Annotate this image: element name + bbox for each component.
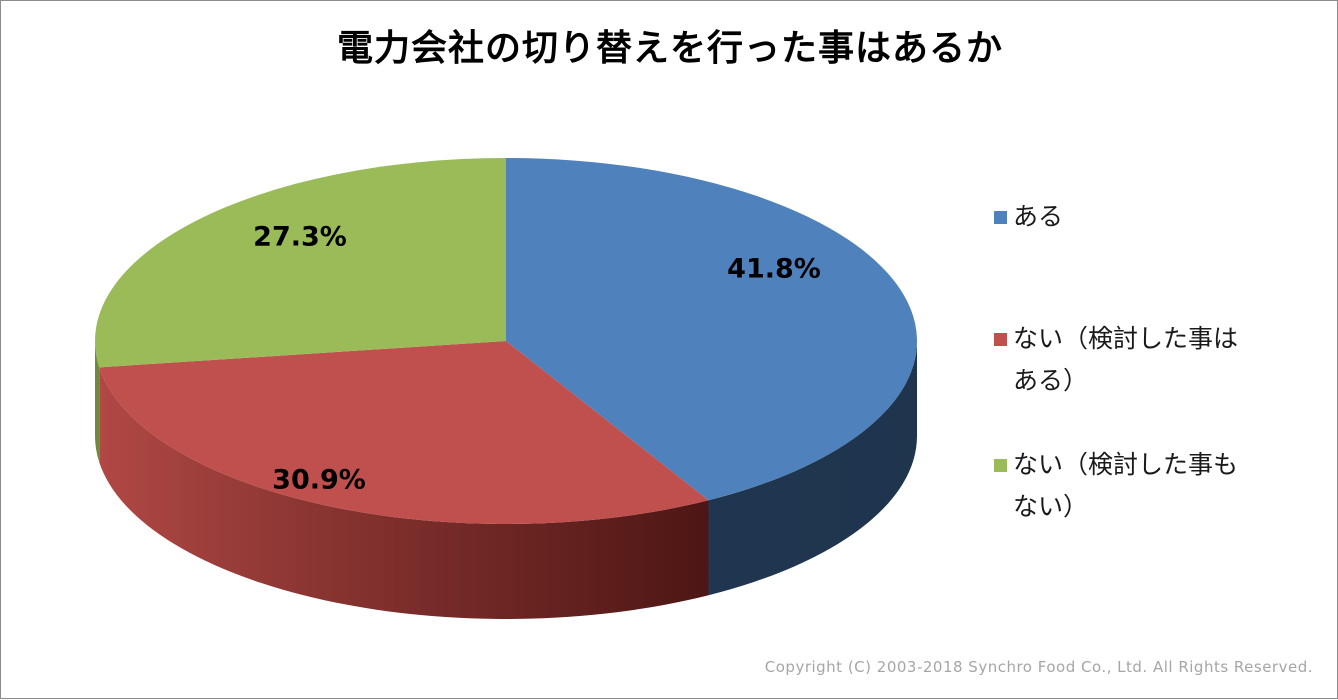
pie-side-2 <box>95 341 100 463</box>
data-label-2: 27.3% <box>253 222 347 253</box>
legend-swatch-blue <box>994 211 1007 224</box>
legend-item-nai-kento-nashi: ない（検討した事も ない） <box>994 444 1294 528</box>
data-label-0: 41.8% <box>727 254 821 285</box>
legend-item-aru: ある <box>994 196 1294 238</box>
pie-side-1 <box>99 367 709 619</box>
pie-slice-2 <box>94 158 506 368</box>
legend-swatch-green <box>994 459 1007 472</box>
legend-label: ある <box>1013 202 1064 231</box>
copyright-notice: Copyright (C) 2003-2018 Synchro Food Co.… <box>764 658 1313 676</box>
chart-title: 電力会社の切り替えを行った事はあるか <box>336 28 1003 69</box>
pie-slice-1 <box>99 341 709 524</box>
legend-label: ない（検討した事も ない） <box>1013 450 1239 521</box>
data-label-1: 30.9% <box>272 465 366 496</box>
pie-slice-0 <box>506 158 917 501</box>
pie-side-0 <box>708 341 917 596</box>
legend-label: ない（検討した事は ある） <box>1013 324 1239 395</box>
legend-swatch-red <box>994 333 1007 346</box>
legend-item-nai-kento-ari: ない（検討した事は ある） <box>994 318 1294 402</box>
